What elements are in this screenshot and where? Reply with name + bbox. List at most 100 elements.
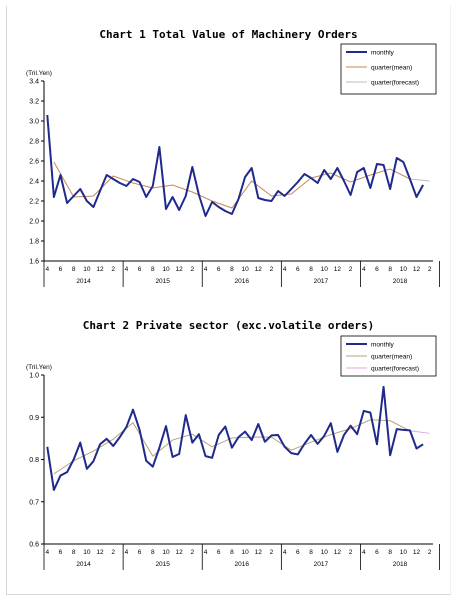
chart1-series-monthly (46, 114, 424, 217)
chart2-month-label: 8 (230, 549, 234, 556)
chart2-month-label: 4 (283, 549, 287, 556)
chart1-month-label: 4 (204, 266, 208, 273)
chart1-y-tick-label: 3.2 (29, 99, 39, 106)
chart2-month-label: 12 (413, 549, 421, 556)
chart2-y-tick-label: 0.8 (29, 457, 39, 464)
chart2-month-label: 8 (388, 549, 392, 556)
chart2-y-tick-label: 0.9 (29, 415, 39, 422)
chart2-month-label: 2 (270, 549, 274, 556)
chart2-month-label: 2 (428, 549, 432, 556)
chart1-month-label: 10 (162, 266, 170, 273)
chart1-y-tick-label: 3.4 (29, 79, 39, 86)
chart2-month-label: 6 (59, 549, 63, 556)
chart1-month-label: 2 (349, 266, 353, 273)
chart2-month-label: 6 (138, 549, 142, 556)
chart1-month-label: 10 (83, 266, 91, 273)
chart1-month-label: 2 (428, 266, 432, 273)
chart1-month-label: 4 (45, 266, 49, 273)
chart1-legend-label: quarter(mean) (371, 65, 412, 72)
chart1-month-label: 4 (125, 266, 129, 273)
chart2-month-label: 2 (349, 549, 353, 556)
chart2-legend-label: quarter(mean) (371, 354, 412, 361)
chart1-month-label: 2 (111, 266, 115, 273)
chart2-month-label: 10 (321, 549, 329, 556)
chart1-month-label: 10 (321, 266, 329, 273)
chart1-series-quarter-forecast (409, 178, 430, 182)
chart2-year-label: 2017 (314, 561, 329, 568)
chart1-year-label: 2016 (235, 278, 250, 285)
chart2-series-monthly (46, 385, 424, 491)
chart1-month-label: 8 (151, 266, 155, 273)
chart1-month-label: 10 (400, 266, 408, 273)
chart1-month-label: 6 (296, 266, 300, 273)
chart2-year-label: 2015 (155, 561, 170, 568)
chart2-title: Chart 2 Private sector (exc.volatile ord… (82, 319, 375, 332)
chart1-month-label: 12 (176, 266, 184, 273)
chart1-y-tick-label: 2.2 (29, 199, 39, 206)
chart1-year-label: 2018 (393, 278, 408, 285)
chart2-month-label: 10 (241, 549, 249, 556)
chart2-month-label: 2 (111, 549, 115, 556)
chart1-y-tick-label: 1.6 (29, 259, 39, 266)
chart2-month-label: 2 (191, 549, 195, 556)
chart1-month-label: 6 (138, 266, 142, 273)
chart1-month-label: 4 (283, 266, 287, 273)
chart1-month-label: 2 (191, 266, 195, 273)
chart2-y-tick-label: 0.6 (29, 542, 39, 549)
chart1-y-tick-label: 2.0 (29, 219, 39, 226)
chart1-y-tick-label: 2.6 (29, 159, 39, 166)
chart1-series-quarter-mean (53, 161, 411, 209)
chart2-month-label: 8 (309, 549, 313, 556)
chart2-month-label: 4 (125, 549, 129, 556)
chart1-month-label: 8 (72, 266, 76, 273)
chart1-month-label: 12 (96, 266, 104, 273)
chart2-month-label: 12 (96, 549, 104, 556)
chart2-series-quarter-mean (53, 419, 411, 475)
chart2-month-label: 6 (296, 549, 300, 556)
chart2-year-label: 2018 (393, 561, 408, 568)
chart2-year-label: 2014 (76, 561, 91, 568)
chart1-month-label: 12 (413, 266, 421, 273)
chart1: 1.6 1.8 2.0 2.2 2.4 2.6 2.8 3.0 3.2 3.4 (Tril.Yen)… (26, 43, 440, 287)
chart1-month-label: 4 (362, 266, 366, 273)
chart1-month-label: 12 (334, 266, 342, 273)
chart2-y-tick-label: 0.7 (29, 499, 39, 506)
page-frame (6, 6, 451, 595)
chart2-month-label: 12 (255, 549, 263, 556)
chart2-y-unit-label: (Tril.Yen) (26, 364, 52, 371)
chart1-y-tick-label: 1.8 (29, 239, 39, 246)
chart1-month-label: 8 (230, 266, 234, 273)
chart1-year-label: 2015 (155, 278, 170, 285)
chart2-month-label: 10 (400, 549, 408, 556)
chart1-year-label: 2014 (76, 278, 91, 285)
chart1-legend-label: monthly (371, 50, 395, 57)
chart2-legend-label: quarter(forecast) (371, 366, 419, 373)
chart2-month-label: 4 (362, 549, 366, 556)
chart1-year-label: 2017 (314, 278, 329, 285)
chart2-legend-label: monthly (371, 342, 395, 349)
chart1-y-tick-label: 2.8 (29, 139, 39, 146)
chart1-legend-label: quarter(forecast) (371, 80, 419, 87)
chart1-y-unit-label: (Tril.Yen) (26, 70, 52, 77)
chart1-month-label: 6 (59, 266, 63, 273)
chart2-month-label: 12 (334, 549, 342, 556)
chart1-y-tick-label: 2.4 (29, 179, 39, 186)
chart2-month-label: 4 (204, 549, 208, 556)
chart1-month-label: 2 (270, 266, 274, 273)
chart2-y-tick-label: 1.0 (29, 373, 39, 380)
chart1-month-label: 6 (375, 266, 379, 273)
chart1-month-label: 6 (217, 266, 221, 273)
chart1-month-label: 8 (309, 266, 313, 273)
chart2-month-label: 10 (162, 549, 170, 556)
chart2-month-label: 6 (375, 549, 379, 556)
chart2-month-label: 12 (176, 549, 184, 556)
chart2-year-label: 2016 (235, 561, 250, 568)
chart1-month-label: 10 (241, 266, 249, 273)
chart1-month-label: 8 (388, 266, 392, 273)
chart2-month-label: 6 (217, 549, 221, 556)
chart2-month-label: 10 (83, 549, 91, 556)
chart2-month-label: 4 (45, 549, 49, 556)
chart2-month-label: 8 (72, 549, 76, 556)
chart1-y-tick-label: 3.0 (29, 119, 39, 126)
